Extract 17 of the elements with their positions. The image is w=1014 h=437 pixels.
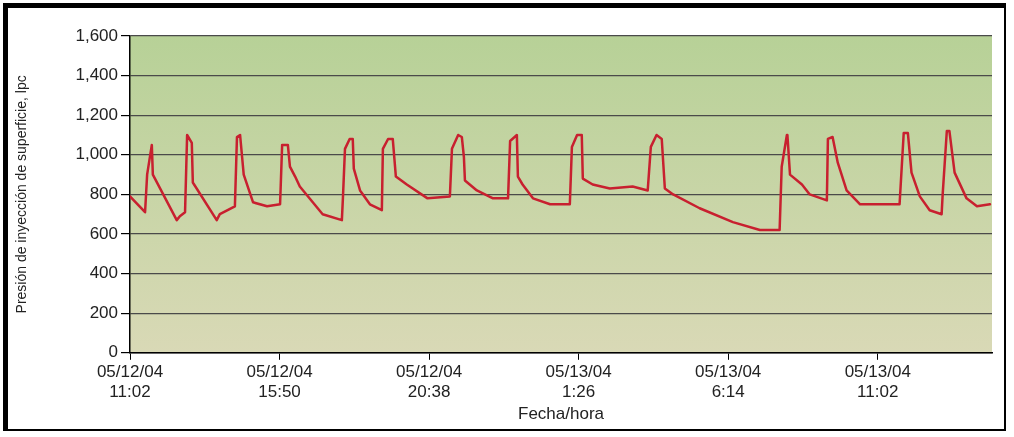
y-tick-label: 400 [89, 263, 118, 283]
y-axis-title: Presión de inyección de superficie, lpc [13, 75, 30, 314]
x-tick-label: 05/13/04 6:14 [695, 361, 762, 402]
y-tick-label: 800 [89, 184, 118, 204]
x-tick-label: 05/12/04 20:38 [396, 361, 463, 402]
x-tick-label: 05/12/04 11:02 [96, 361, 164, 402]
y-tick-label: 0 [108, 342, 118, 362]
x-axis-title: Fecha/hora [518, 404, 605, 424]
y-tick-label: 200 [89, 302, 118, 322]
x-tick-label: 05/13/04 1:26 [545, 361, 612, 402]
y-tick-label: 1,200 [75, 104, 118, 124]
y-tick-label: 1,600 [75, 25, 118, 45]
y-tick-label: 1,400 [75, 65, 118, 85]
x-tick-label: 05/12/04 15:50 [246, 361, 313, 402]
y-tick-label: 1,000 [75, 144, 118, 164]
y-tick-label: 600 [89, 223, 118, 243]
x-tick-label: 05/13/04 11:02 [844, 361, 911, 402]
